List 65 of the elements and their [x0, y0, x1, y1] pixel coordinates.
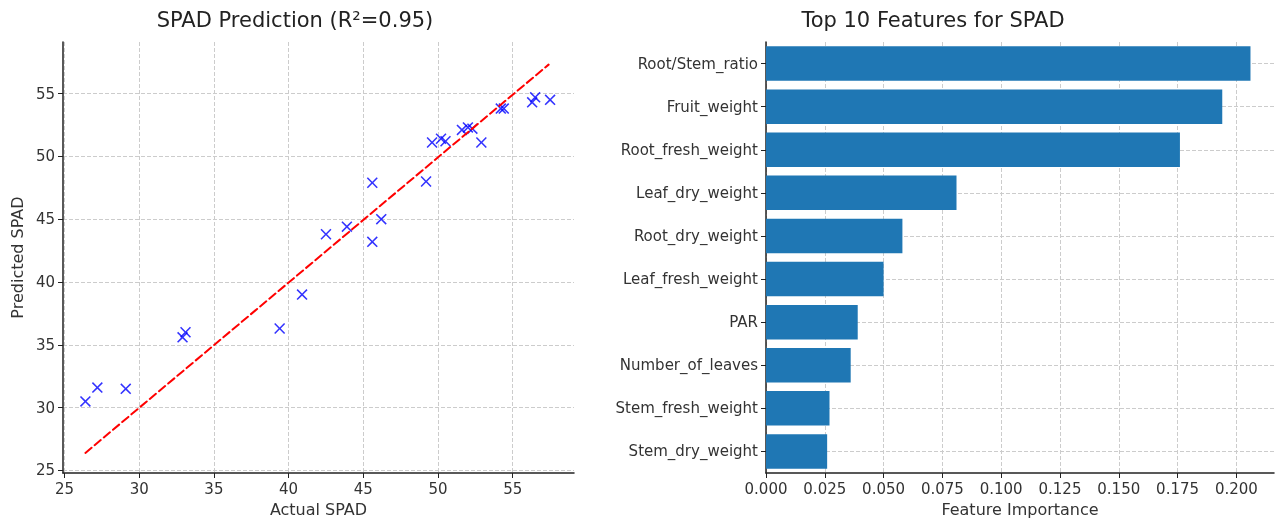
x-tick-label: 0.000 — [744, 479, 788, 498]
x-axis-title: Actual SPAD — [269, 499, 368, 519]
point — [375, 213, 387, 225]
x-axis-title: Feature Importance — [941, 499, 1099, 519]
chart-title: SPAD Prediction (R²=0.95) — [156, 7, 434, 32]
point — [529, 91, 541, 103]
x-tick-label: 0.125 — [1038, 479, 1082, 498]
chart-title: Top 10 Features for SPAD — [800, 7, 1065, 32]
y-tick-label: 55 — [35, 84, 55, 103]
bar — [766, 46, 1251, 81]
y-tick-label: 45 — [35, 210, 55, 229]
point — [320, 228, 332, 240]
point — [296, 289, 308, 301]
bar — [766, 261, 884, 297]
x-tick-label: 40 — [279, 479, 299, 498]
point — [426, 137, 438, 149]
y-tick-label: Stem_fresh_weight — [615, 399, 759, 419]
x-tick-label: 0.150 — [1097, 479, 1141, 498]
y-tick-label: Leaf_dry_weight — [636, 183, 759, 203]
y-tick-label: Stem_dry_weight — [628, 442, 759, 462]
bar — [766, 391, 830, 426]
bar — [766, 175, 957, 211]
x-tick-label: 0.050 — [862, 479, 906, 498]
bar — [766, 89, 1223, 124]
x-tick-label: 0.200 — [1214, 479, 1258, 498]
x-tick-label: 0.025 — [803, 479, 847, 498]
point — [120, 383, 132, 395]
point — [440, 135, 451, 147]
x-tick-label: 0.100 — [979, 479, 1023, 498]
y-tick-label: Root_fresh_weight — [620, 140, 759, 160]
point — [366, 177, 378, 189]
y-tick-label: 40 — [35, 273, 55, 291]
bar — [766, 348, 851, 383]
y-tick-label: Leaf_fresh_weight — [622, 270, 759, 290]
y-tick-label: Fruit_weight — [666, 97, 759, 117]
y-tick-label: 50 — [35, 147, 55, 166]
bar — [766, 304, 858, 340]
x-tick-label: 55 — [503, 479, 523, 498]
y-tick-label: Root_dry_weight — [633, 226, 759, 246]
bar — [766, 132, 1180, 167]
x-tick-label: 45 — [353, 479, 373, 498]
bar — [766, 434, 828, 469]
x-tick-label: 35 — [204, 479, 224, 498]
point — [91, 382, 103, 394]
point — [274, 323, 286, 334]
x-tick-label: 0.175 — [1156, 479, 1200, 498]
y-tick-label: Number_of_leaves — [619, 356, 759, 376]
x-tick-label: 50 — [428, 479, 448, 498]
x-tick-label: 30 — [129, 479, 149, 498]
point — [420, 175, 432, 187]
y-tick-label: 35 — [35, 335, 55, 354]
point — [180, 326, 192, 338]
y-tick-label: 30 — [35, 398, 55, 417]
bar — [766, 218, 903, 254]
point — [475, 137, 487, 149]
x-tick-label: 25 — [54, 479, 75, 498]
point — [341, 221, 353, 233]
y-tick-label: 25 — [35, 461, 55, 480]
y-tick-label: Root/Stem_ratio — [637, 54, 758, 74]
point — [544, 94, 556, 106]
y-axis-title: Predicted SPAD — [7, 196, 27, 319]
x-tick-label: 0.075 — [920, 479, 964, 498]
y-tick-label: PAR — [729, 313, 758, 332]
point — [366, 236, 378, 248]
point — [79, 395, 91, 407]
